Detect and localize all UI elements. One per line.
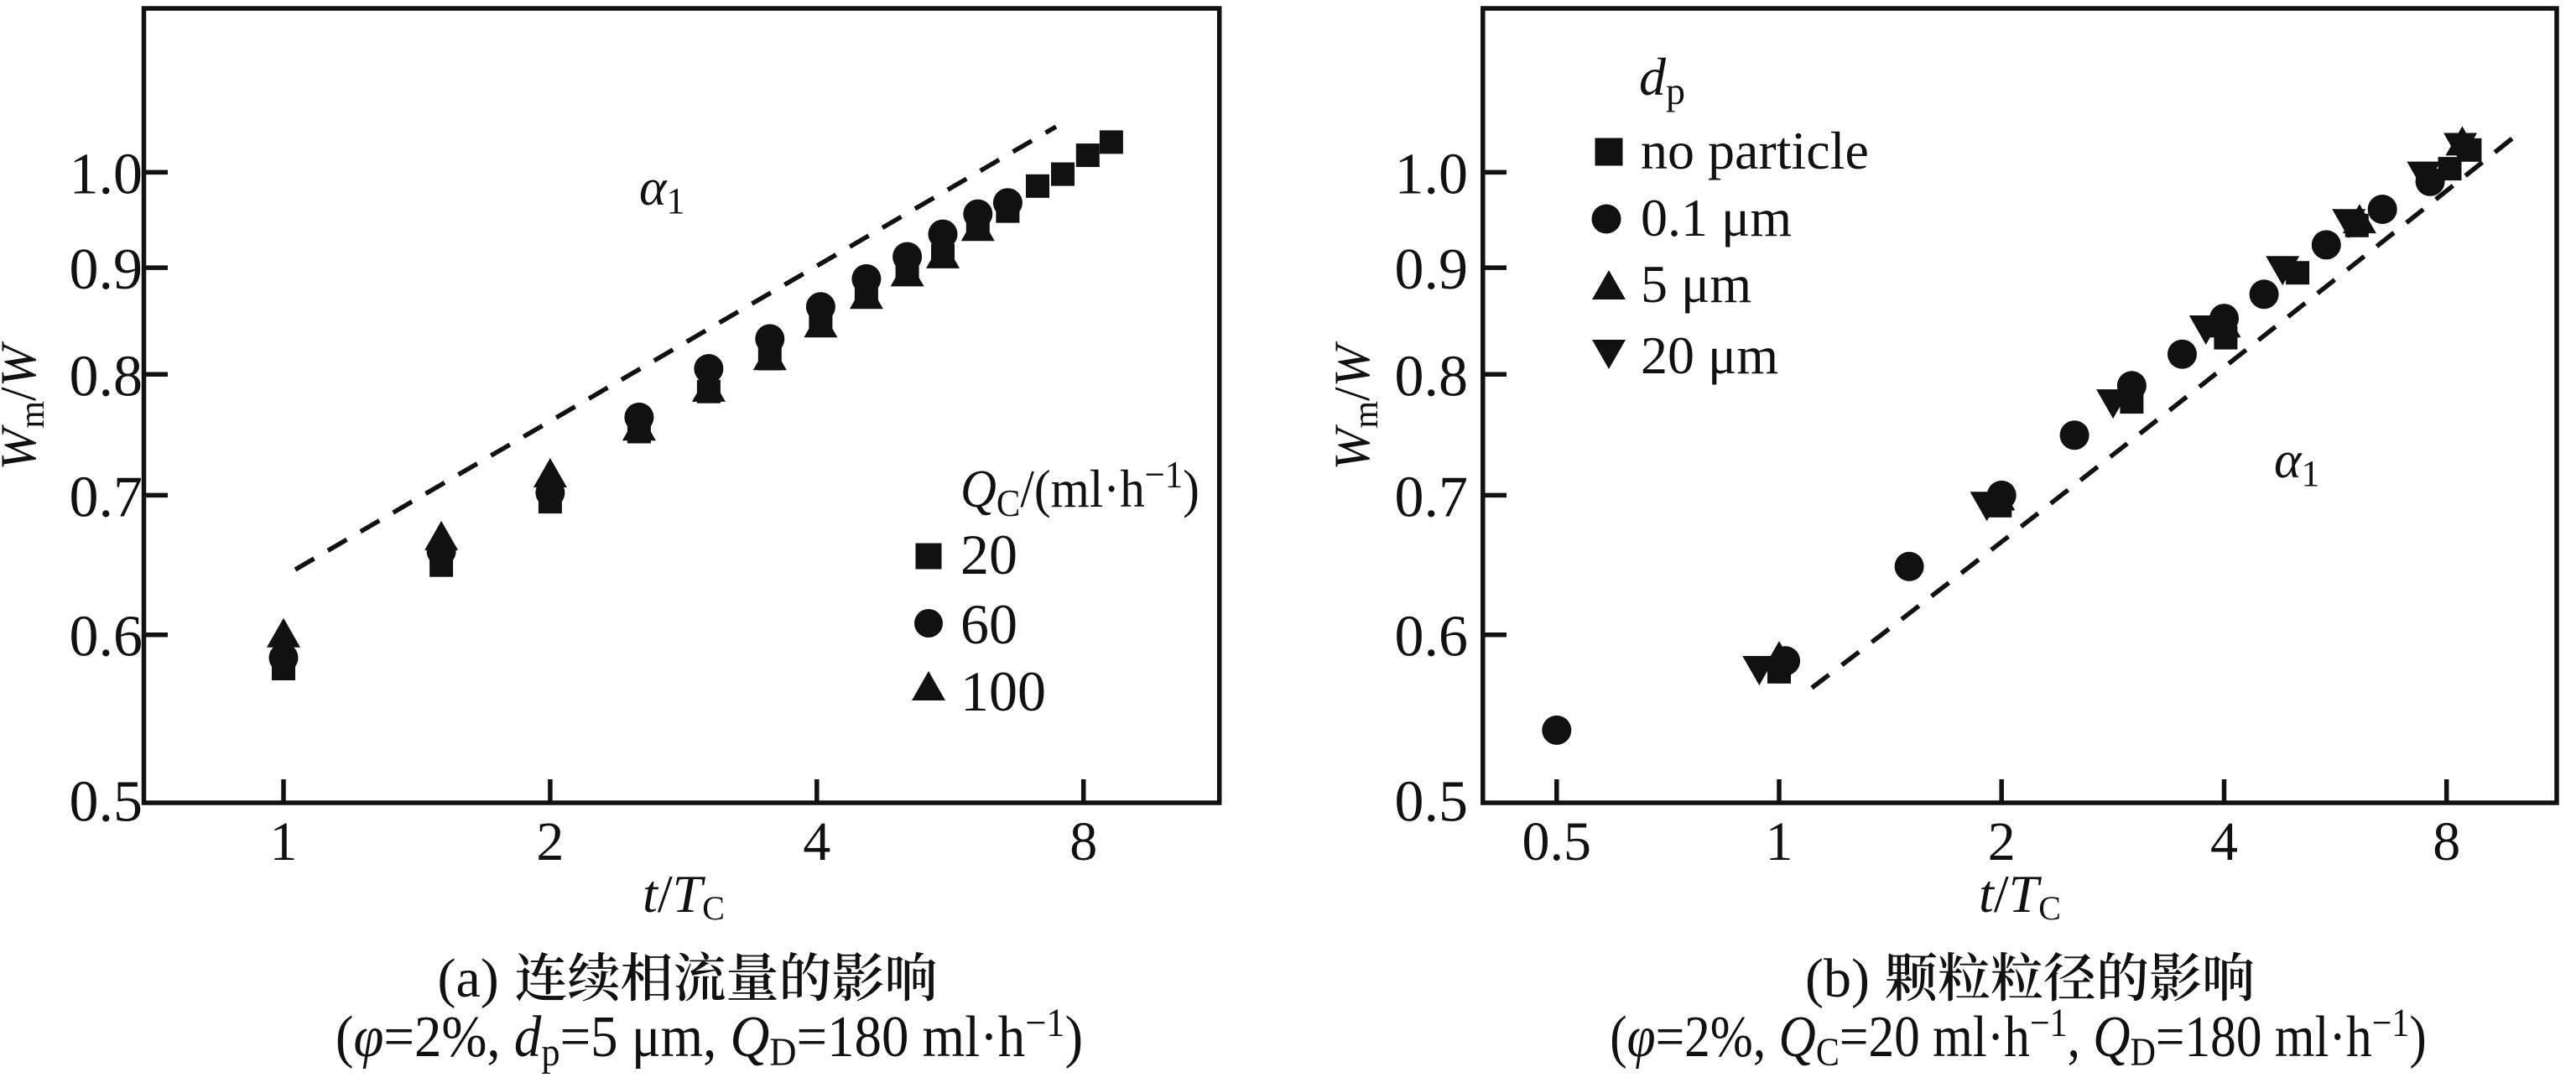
svg-text:dp: dp (1639, 47, 1685, 112)
svg-text:2: 2 (1988, 811, 2016, 872)
svg-text:0.5: 0.5 (1522, 811, 1592, 872)
svg-text:4: 4 (803, 811, 830, 872)
svg-text:20 μm: 20 μm (1641, 325, 1778, 385)
svg-text:0.8: 0.8 (1395, 344, 1469, 409)
svg-text:t/TC: t/TC (1979, 864, 2061, 927)
svg-text:0.5: 0.5 (70, 770, 143, 835)
svg-text:0.5: 0.5 (1395, 770, 1469, 835)
svg-text:0.9: 0.9 (70, 237, 143, 302)
svg-text:1: 1 (270, 811, 298, 872)
svg-text:2: 2 (536, 811, 564, 872)
svg-text:60: 60 (960, 592, 1017, 656)
svg-text:100: 100 (960, 659, 1046, 723)
svg-text:(a): (a) (438, 948, 499, 1009)
svg-text:1: 1 (1766, 811, 1793, 872)
svg-text:8: 8 (1069, 811, 1097, 872)
svg-text:0.8: 0.8 (70, 344, 143, 409)
svg-text:0.1 μm: 0.1 μm (1641, 188, 1792, 247)
svg-text:(φ=2%, dp=5 μm, QD=180 ml·h−1): (φ=2%, dp=5 μm, QD=180 ml·h−1) (336, 1002, 1083, 1075)
svg-text:4: 4 (2210, 811, 2238, 872)
svg-text:0.7: 0.7 (1395, 465, 1469, 529)
svg-text:0.7: 0.7 (70, 465, 143, 529)
svg-text:(φ=2%, QC=20 ml·h−1, QD=180 ml: (φ=2%, QC=20 ml·h−1, QD=180 ml·h−1) (1610, 1000, 2427, 1074)
svg-text:QC/(ml·h−1): QC/(ml·h−1) (960, 453, 1200, 525)
svg-text:(b): (b) (1805, 948, 1870, 1009)
svg-text:5 μm: 5 μm (1641, 254, 1751, 314)
svg-text:1.0: 1.0 (70, 142, 143, 206)
svg-text:0.9: 0.9 (1395, 237, 1469, 302)
svg-text:no particle: no particle (1641, 121, 1869, 180)
svg-text:Wm/W: Wm/W (1324, 341, 1386, 470)
svg-text:0.6: 0.6 (1395, 605, 1469, 669)
svg-text:8: 8 (2433, 811, 2460, 872)
svg-text:1.0: 1.0 (1395, 142, 1469, 206)
svg-text:Wm/W: Wm/W (0, 341, 52, 470)
svg-text:20: 20 (960, 523, 1017, 586)
svg-text:0.6: 0.6 (70, 605, 143, 669)
